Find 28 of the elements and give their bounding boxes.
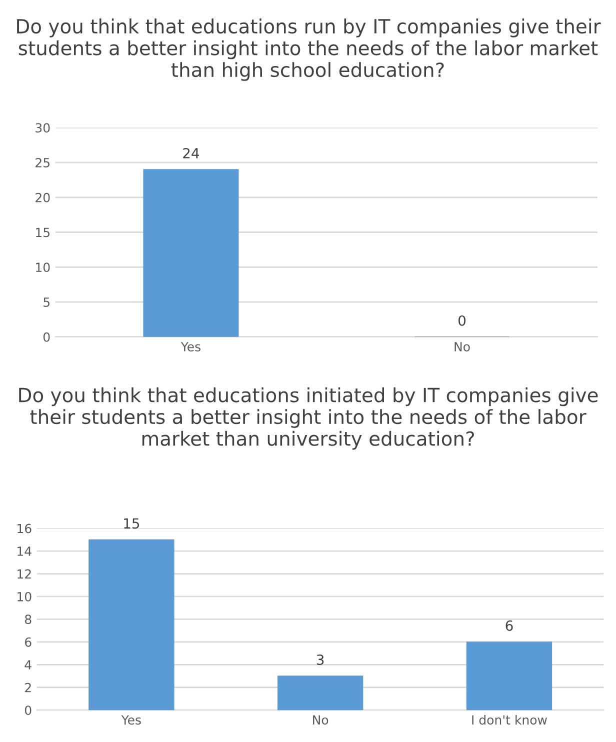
y-tick-label: 0 [24,706,32,716]
y-tick-label: 2 [25,682,31,692]
y-tick-label: 12 [18,569,31,578]
y-tick-label: 6 [25,637,32,647]
data-label: 15 [124,518,140,529]
data-label: 0 [458,315,466,326]
y-tick-label: 10 [36,262,50,272]
y-tick-label: 14 [18,546,32,556]
x-tick-label: I don't know [472,714,547,725]
y-tick-label: 16 [18,524,32,534]
y-tick-label: 5 [44,298,50,307]
chart-title: Do you think that educations run by IT companies give their students a better insight into the needs of the labor market than high school education? [17,18,601,81]
y-tick-label: 0 [43,332,50,342]
x-tick-label: No [454,342,470,352]
data-label: 6 [506,620,513,631]
data-label: 24 [183,148,200,158]
x-tick-label: Yes [180,342,200,352]
x-tick-label: Yes [121,715,141,725]
y-tick-label: 20 [36,192,50,202]
x-tick-label: No [313,715,328,725]
chart-title: Do you think that educations initiated by IT companies give their students a better insight into the needs of the labor market than university education? [19,387,598,450]
y-tick-label: 4 [24,660,32,670]
data-label: 3 [316,654,324,665]
y-tick-label: 15 [36,228,50,238]
y-tick-label: 10 [18,592,32,602]
y-tick-label: 25 [36,158,50,168]
y-tick-label: 30 [36,123,50,133]
y-tick-label: 8 [24,614,32,624]
